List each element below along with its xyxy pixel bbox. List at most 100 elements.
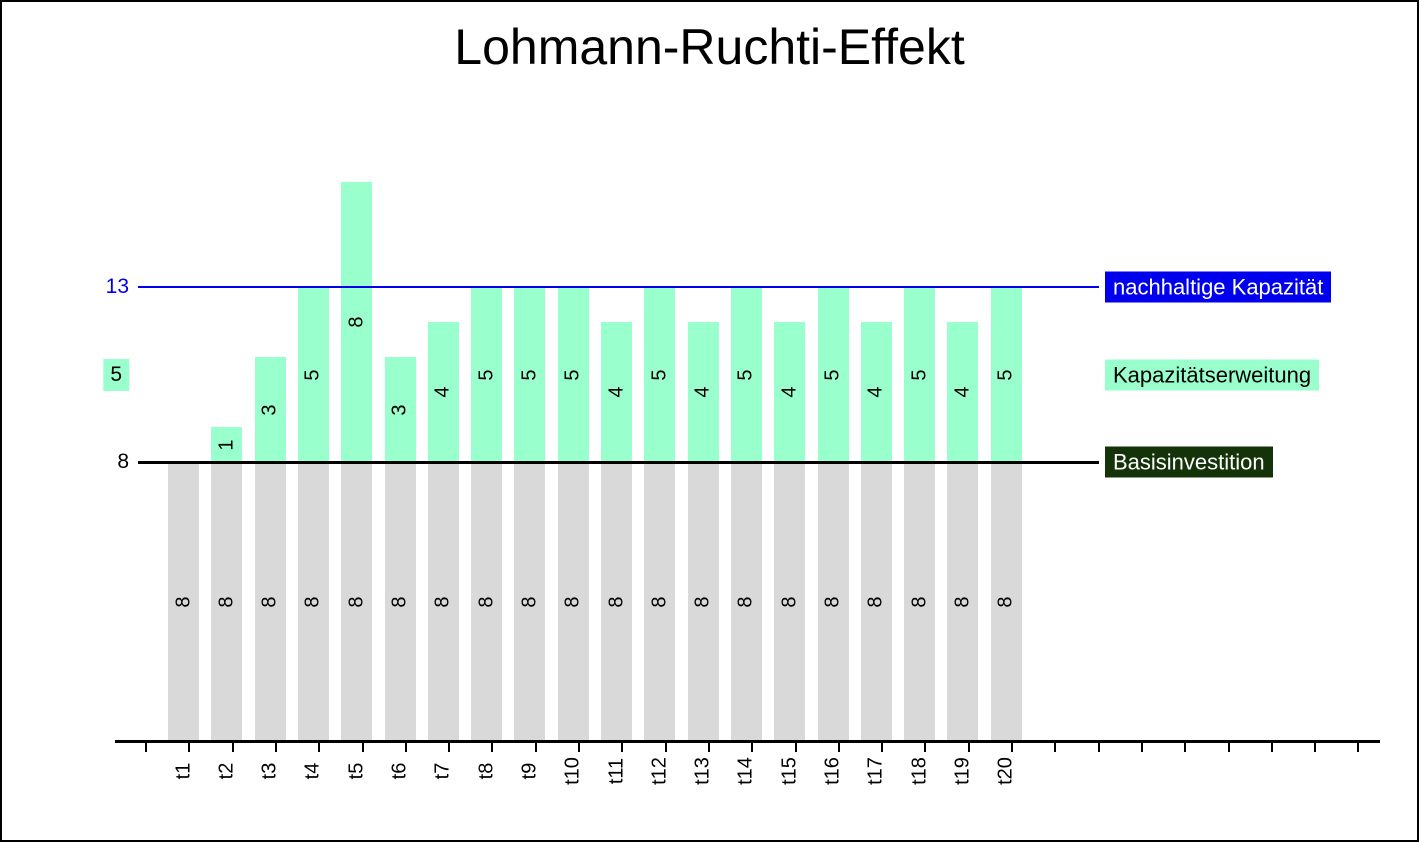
x-axis-label: t2 (215, 762, 238, 780)
bar-segment-base (557, 462, 589, 742)
bar-value-label-base: 8 (951, 596, 974, 608)
bar-value-label-base: 8 (561, 596, 584, 608)
bar-value-label-extension: 3 (258, 403, 281, 416)
bar-value-label-base: 8 (994, 596, 1017, 608)
bar-segment-base (730, 462, 762, 742)
y-axis-label-13: 13 (105, 275, 129, 298)
bar-segment-extension (947, 322, 979, 462)
bar-value-label-base: 8 (215, 596, 238, 608)
axis-tick (188, 743, 191, 752)
bar-value-label-base: 8 (908, 596, 931, 608)
bar-segment-extension (817, 287, 849, 462)
bar-value-label-base: 8 (172, 596, 194, 608)
bar-value-label-extension: 4 (951, 386, 974, 398)
bar-value-label-extension: 5 (734, 368, 757, 381)
axis-tick (231, 743, 234, 752)
bar-segment-extension (254, 357, 286, 462)
bar-segment-extension (601, 322, 632, 462)
bar-segment-extension (384, 357, 416, 462)
axis-tick (1011, 743, 1013, 752)
axis-tick (621, 743, 624, 752)
bar-segment-base (947, 462, 979, 742)
bar-segment-extension (990, 287, 1022, 462)
bar-segment-base (990, 462, 1022, 742)
x-axis-label: t11 (605, 757, 627, 785)
legend-kapazitaetserweitung: Kapazitätserweitung (1105, 359, 1320, 390)
axis-tick (837, 743, 840, 752)
y-axis-label-8: 8 (117, 450, 129, 473)
bar-value-label-extension: 5 (994, 368, 1017, 381)
bar-segment-base (211, 462, 243, 742)
y-axis-label-5-boxed: 5 (103, 358, 129, 391)
bar-segment-base (471, 462, 503, 742)
bar-segment-extension (557, 287, 589, 462)
axis-tick (534, 743, 537, 752)
bar-segment-extension (644, 287, 676, 462)
bar-segment-extension (471, 287, 503, 462)
bar-segment-extension (297, 287, 329, 462)
axis-tick (318, 743, 321, 752)
bar-value-label-extension: 5 (301, 368, 324, 381)
x-axis-label: t12 (648, 757, 671, 785)
bar-value-label-base: 8 (475, 596, 498, 608)
bar-segment-base (687, 462, 719, 742)
x-axis-label: t17 (864, 757, 887, 785)
x-axis-label: t3 (258, 762, 281, 780)
axis-tick (448, 743, 451, 752)
bar-segment-base (168, 462, 199, 742)
bar-value-label-extension: 5 (518, 368, 541, 381)
bar-segment-extension (774, 322, 806, 462)
bar-value-label-extension: 4 (431, 386, 454, 398)
bar-value-label-extension: 8 (345, 316, 368, 328)
bar-value-label-base: 8 (691, 596, 714, 608)
bar-value-label-extension: 4 (778, 386, 801, 398)
axis-tick (1227, 743, 1230, 752)
axis-tick (578, 743, 580, 752)
reference-line-8 (138, 460, 1099, 464)
bar-value-label-extension: 5 (561, 368, 584, 381)
bar-value-label-base: 8 (648, 596, 671, 608)
bar-value-label-base: 8 (864, 596, 887, 608)
x-axis-label: t4 (301, 762, 324, 780)
bar-segment-base (384, 462, 416, 742)
bar-value-label-base: 8 (345, 596, 368, 608)
bar-value-label-base: 8 (605, 596, 627, 608)
x-axis-label: t5 (345, 762, 368, 780)
axis-tick (1270, 743, 1273, 752)
bar-value-label-extension: 4 (605, 386, 627, 398)
axis-tick (491, 743, 494, 752)
bar-segment-extension (211, 427, 243, 462)
chart-title: Lohmann-Ruchti-Effekt (454, 19, 965, 75)
bar-segment-extension (860, 322, 892, 462)
bar-value-label-base: 8 (734, 596, 757, 608)
bar-segment-base (601, 462, 632, 742)
bar-segment-base (341, 462, 373, 742)
reference-line-13 (138, 286, 1099, 288)
x-axis-label: t20 (994, 757, 1017, 785)
bar-segment-base (427, 462, 459, 742)
axis-tick (967, 743, 970, 752)
axis-tick (1140, 743, 1143, 752)
bar-value-label-extension: 1 (215, 438, 238, 451)
axis-tick (751, 743, 754, 752)
axis-tick (361, 743, 364, 752)
x-axis-label: t15 (778, 757, 801, 785)
x-axis-label: t10 (561, 757, 584, 785)
bar-value-label-extension: 5 (648, 368, 671, 381)
bar-segment-extension (904, 287, 936, 462)
x-axis-label: t18 (908, 757, 931, 785)
bar-value-label-extension: 5 (908, 368, 931, 381)
bar-value-label-extension: 4 (691, 386, 714, 398)
axis-tick (274, 743, 277, 752)
axis-tick (707, 743, 710, 752)
axis-tick (1097, 743, 1100, 752)
bar-value-label-base: 8 (388, 596, 411, 608)
bar-segment-base (254, 462, 286, 742)
bar-segment-base (774, 462, 806, 742)
x-axis-line (115, 740, 1380, 743)
axis-tick (664, 743, 667, 752)
axis-tick (145, 743, 147, 752)
bar-value-label-base: 8 (258, 596, 281, 608)
